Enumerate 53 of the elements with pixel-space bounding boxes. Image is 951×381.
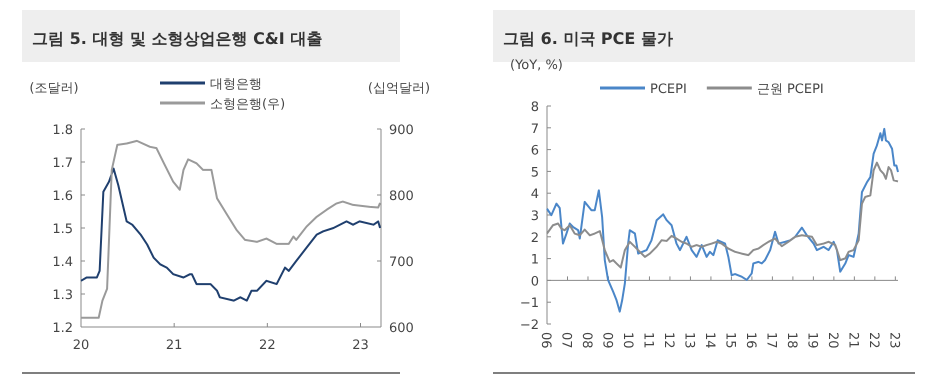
y-tick-label: 1.4 bbox=[52, 255, 73, 270]
x-tick-label: 23 bbox=[352, 338, 369, 353]
x-tick-label: 19 bbox=[804, 332, 820, 349]
x-tick-label: 07 bbox=[558, 332, 574, 349]
y-tick-label: 4 bbox=[530, 187, 539, 202]
y-tick-label: 8 bbox=[530, 100, 539, 115]
y-tick-label: −1 bbox=[520, 296, 539, 312]
y-tick-label: 2 bbox=[530, 230, 539, 246]
y2-tick-label: 800 bbox=[389, 189, 414, 204]
x-tick-label: 20 bbox=[72, 338, 90, 353]
x-tick-label: 17 bbox=[763, 332, 778, 349]
legend-label: 대형은행 bbox=[210, 77, 262, 92]
y-axis-title: (YoY, %) bbox=[510, 58, 563, 73]
chart-title: 그림 5. 대형 및 소형상업은행 C&I 대출 bbox=[32, 29, 322, 48]
y2-axis-title: (십억달러) bbox=[368, 81, 430, 96]
y2-tick-label: 900 bbox=[389, 123, 414, 138]
y-tick-label: 1.3 bbox=[52, 288, 73, 303]
y-tick-label: 3 bbox=[530, 209, 539, 224]
x-tick-label: 16 bbox=[742, 332, 758, 349]
y-tick-label: 1 bbox=[530, 252, 539, 268]
x-tick-label: 13 bbox=[681, 332, 696, 349]
y-tick-label: 1.7 bbox=[52, 156, 73, 171]
legend-label: 근원 PCEPI bbox=[756, 82, 824, 97]
y-tick-label: 5 bbox=[530, 165, 539, 180]
x-tick-label: 11 bbox=[640, 332, 656, 349]
y-tick-label: 1.2 bbox=[52, 321, 73, 336]
x-tick-label: 15 bbox=[722, 332, 738, 349]
chart-title: 그림 6. 미국 PCE 물가 bbox=[503, 29, 673, 48]
y2-tick-label: 600 bbox=[389, 321, 414, 336]
x-tick-label: 06 bbox=[538, 332, 553, 349]
y-tick-label: 1.5 bbox=[52, 222, 73, 237]
legend-label: PCEPI bbox=[650, 82, 687, 97]
y-tick-label: 7 bbox=[530, 122, 539, 137]
x-tick-label: 09 bbox=[599, 332, 614, 349]
x-tick-label: 22 bbox=[866, 332, 881, 349]
x-tick-label: 20 bbox=[824, 332, 840, 349]
x-tick-label: 22 bbox=[259, 338, 276, 353]
y2-tick-label: 700 bbox=[389, 255, 414, 270]
x-tick-label: 21 bbox=[845, 332, 860, 349]
y-tick-label: 0 bbox=[530, 274, 539, 290]
y-tick-label: −2 bbox=[520, 318, 539, 333]
legend-label: 소형은행(우) bbox=[210, 97, 286, 112]
y-tick-label: 1.8 bbox=[52, 123, 73, 138]
x-tick-label: 18 bbox=[784, 332, 799, 349]
x-tick-label: 14 bbox=[702, 332, 717, 349]
x-tick-label: 10 bbox=[620, 332, 635, 349]
x-tick-label: 08 bbox=[578, 332, 594, 349]
x-tick-label: 12 bbox=[660, 332, 676, 349]
x-tick-label: 21 bbox=[166, 338, 182, 353]
y-tick-label: 1.6 bbox=[52, 189, 73, 204]
x-tick-label: 23 bbox=[886, 332, 902, 349]
y-tick-label: 6 bbox=[530, 144, 539, 159]
y-axis-title: (조달러) bbox=[29, 81, 79, 96]
